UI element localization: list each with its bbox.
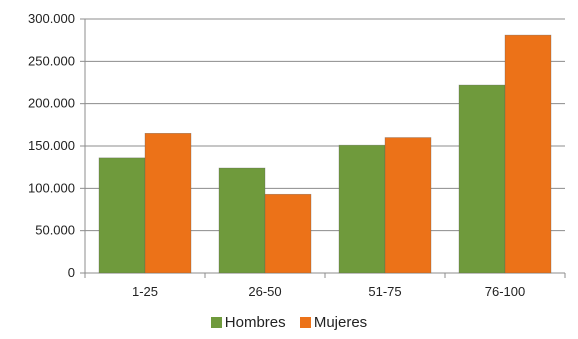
bar-mujeres-76-100 bbox=[504, 34, 552, 274]
bar-mujeres-51-75 bbox=[384, 137, 432, 274]
y-tick-label: 250.000 bbox=[28, 53, 75, 68]
legend-item-hombres: Hombres bbox=[210, 314, 286, 331]
x-tick-label: 1-25 bbox=[132, 284, 158, 299]
bar-hombres-1-25 bbox=[98, 157, 146, 274]
y-tick-label: 200.000 bbox=[28, 96, 75, 111]
legend-label-hombres: Hombres bbox=[224, 314, 286, 331]
x-tick-label: 26-50 bbox=[248, 284, 281, 299]
y-tick-label: 0 bbox=[68, 265, 75, 280]
y-tick-label: 150.000 bbox=[28, 138, 75, 153]
legend-swatch-hombres bbox=[210, 317, 222, 328]
y-tick-label: 50.000 bbox=[35, 223, 75, 238]
bar-chart: 0 50.000 100.000 150.000 200.000 250.000 300.0… bbox=[28, 11, 566, 299]
x-tick-label: 76-100 bbox=[485, 284, 525, 299]
y-tick-label: 100.000 bbox=[28, 180, 75, 195]
legend-swatch-mujeres bbox=[299, 317, 311, 328]
bar-mujeres-1-25 bbox=[144, 133, 192, 274]
bar-hombres-26-50 bbox=[218, 167, 266, 274]
bar-hombres-51-75 bbox=[338, 144, 386, 274]
bar-hombres-76-100 bbox=[458, 84, 506, 274]
legend: Hombres Mujeres bbox=[0, 314, 578, 331]
x-tick-label: 51-75 bbox=[368, 284, 401, 299]
bar-mujeres-26-50 bbox=[264, 193, 312, 274]
legend-label-mujeres: Mujeres bbox=[313, 314, 368, 331]
y-tick-label: 300.000 bbox=[28, 11, 75, 26]
legend-item-mujeres: Mujeres bbox=[299, 314, 368, 331]
